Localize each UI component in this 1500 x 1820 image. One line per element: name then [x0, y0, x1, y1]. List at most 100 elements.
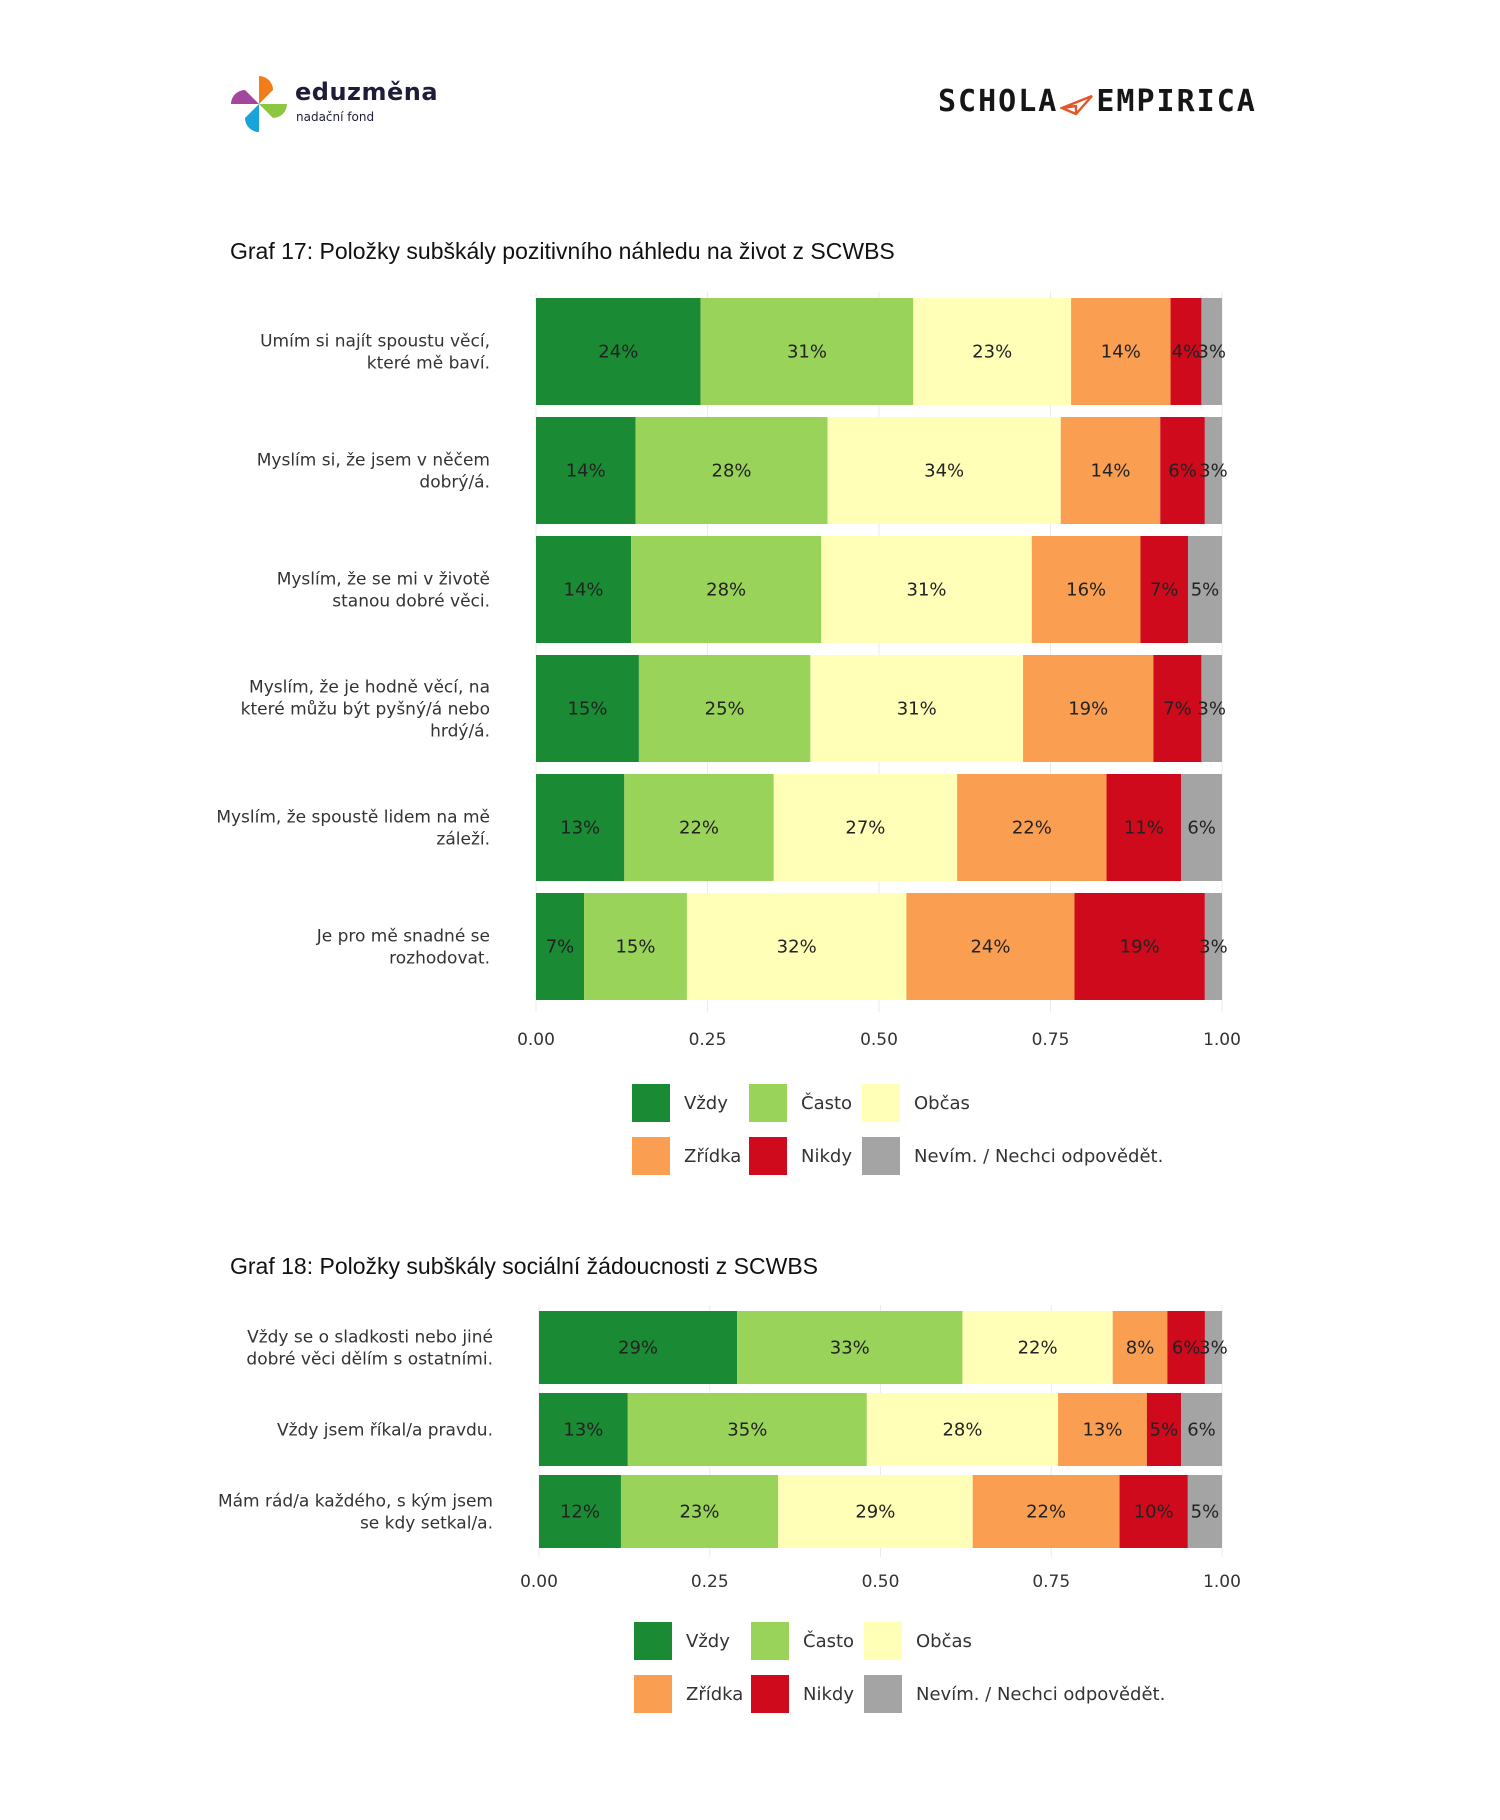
- data-label: 13%: [560, 818, 600, 839]
- data-label: 13%: [1082, 1420, 1122, 1441]
- data-label: 6%: [1172, 1338, 1201, 1359]
- legend-item: Často: [749, 1084, 852, 1122]
- bar-segment: [539, 1393, 628, 1466]
- data-label: 13%: [563, 1420, 603, 1441]
- chart-17: Umím si najít spoustu věcí,které mě baví…: [216, 292, 1241, 1050]
- pinwheel-icon: [231, 76, 287, 132]
- data-label: 3%: [1199, 937, 1228, 958]
- bar-segment: [1201, 298, 1222, 405]
- bar-segment: [536, 655, 639, 762]
- legend-item: Občas: [862, 1084, 970, 1122]
- bar-segment: [635, 417, 828, 524]
- legend-item: Občas: [864, 1622, 972, 1660]
- data-label: 11%: [1124, 818, 1164, 839]
- bar-segment: [906, 893, 1075, 1000]
- logo-word-right: EMPIRICA: [1096, 84, 1257, 119]
- data-label: 6%: [1168, 461, 1197, 482]
- bar-segment: [1204, 417, 1222, 524]
- x-tick-label: 0.75: [1032, 1030, 1070, 1050]
- bar-segment: [1181, 774, 1222, 881]
- bar-segment: [539, 1475, 621, 1548]
- bar-segment: [631, 536, 822, 643]
- chart-17-legend: Vždy Často Občas Zřídka Nikdy Nevím. / Nechci…: [0, 1084, 1500, 1184]
- bar-segment: [1023, 655, 1154, 762]
- x-tick-label: 0.25: [689, 1030, 727, 1050]
- legend-swatch: [862, 1084, 900, 1122]
- bar-segment: [1187, 1475, 1222, 1548]
- data-label: 24%: [598, 342, 638, 363]
- legend-label: Často: [801, 1092, 853, 1114]
- bar-segment: [1112, 1311, 1168, 1384]
- bar-segment: [1071, 298, 1171, 405]
- data-label: 31%: [787, 342, 827, 363]
- data-label: 25%: [705, 699, 745, 720]
- legend-label: Vždy: [684, 1092, 728, 1114]
- data-label: 6%: [1187, 1420, 1216, 1441]
- data-label: 31%: [907, 580, 947, 601]
- legend-item: Zřídka: [632, 1137, 741, 1175]
- category-label: Vždy jsem říkal/a pravdu.: [277, 1421, 493, 1441]
- bar-segment: [624, 774, 774, 881]
- bar-segment: [1074, 893, 1205, 1000]
- chart-18-title: Graf 18: Položky subškály sociální žádou…: [230, 1253, 819, 1279]
- data-label: 6%: [1187, 818, 1216, 839]
- logo-subtitle-text: nadační fond: [296, 110, 375, 124]
- bar-segment: [700, 298, 914, 405]
- category-label: Myslím, že spoustě lidem na mě: [216, 808, 490, 828]
- legend-label: Nevím. / Nechci odpovědět.: [914, 1145, 1164, 1167]
- legend-label: Nikdy: [801, 1145, 852, 1167]
- data-label: 28%: [706, 580, 746, 601]
- data-label: 22%: [1026, 1502, 1066, 1523]
- x-tick-label: 0.25: [691, 1572, 729, 1592]
- legend-item: Vždy: [634, 1622, 730, 1660]
- category-label: se kdy setkal/a.: [360, 1514, 493, 1534]
- bar-segment: [1204, 893, 1222, 1000]
- paper-plane-icon: [1060, 94, 1094, 115]
- bar-segment: [962, 1311, 1113, 1384]
- data-label: 3%: [1199, 461, 1228, 482]
- bar-segment: [773, 774, 958, 881]
- category-label: dobrý/á.: [419, 473, 490, 493]
- bar-segment: [584, 893, 687, 1000]
- bar-segment: [1201, 655, 1222, 762]
- legend-label: Vždy: [686, 1630, 730, 1652]
- bar-segment: [1167, 1311, 1205, 1384]
- data-label: 14%: [566, 461, 606, 482]
- data-label: 27%: [845, 818, 885, 839]
- legend-swatch: [862, 1137, 900, 1175]
- bar-segment: [1060, 417, 1161, 524]
- x-tick-label: 0.75: [1032, 1572, 1070, 1592]
- legend-label: Nikdy: [803, 1683, 854, 1705]
- bar-segment: [1170, 298, 1202, 405]
- legend-label: Nevím. / Nechci odpovědět.: [916, 1683, 1166, 1705]
- bar-segment: [620, 1475, 779, 1548]
- category-label: záleží.: [436, 830, 490, 850]
- data-label: 7%: [546, 937, 575, 958]
- bar-segment: [1153, 655, 1202, 762]
- legend-label: Zřídka: [686, 1683, 744, 1705]
- data-label: 3%: [1197, 342, 1226, 363]
- data-label: 5%: [1191, 1502, 1220, 1523]
- legend-swatch: [632, 1137, 670, 1175]
- category-label: které mě baví.: [367, 354, 490, 374]
- bar-segment: [536, 893, 585, 1000]
- category-label: Je pro mě snadné se: [316, 927, 490, 947]
- legend-swatch: [634, 1675, 672, 1713]
- data-label: 14%: [1091, 461, 1131, 482]
- data-label: 32%: [777, 937, 817, 958]
- legend-label: Občas: [916, 1630, 972, 1652]
- legend-label: Často: [803, 1630, 855, 1652]
- data-label: 22%: [1012, 818, 1052, 839]
- x-tick-label: 0.00: [520, 1572, 558, 1592]
- data-label: 19%: [1068, 699, 1108, 720]
- legend-swatch: [751, 1622, 789, 1660]
- data-label: 3%: [1197, 699, 1226, 720]
- data-label: 15%: [567, 699, 607, 720]
- x-tick-label: 0.50: [862, 1572, 900, 1592]
- legend-swatch: [864, 1622, 902, 1660]
- schola-empirica-logo: SCHOLA EMPIRICA: [938, 84, 1278, 124]
- category-label: rozhodovat.: [389, 949, 490, 969]
- bar-segment: [536, 774, 625, 881]
- category-label: stanou dobré věci.: [332, 592, 490, 612]
- data-label: 19%: [1120, 937, 1160, 958]
